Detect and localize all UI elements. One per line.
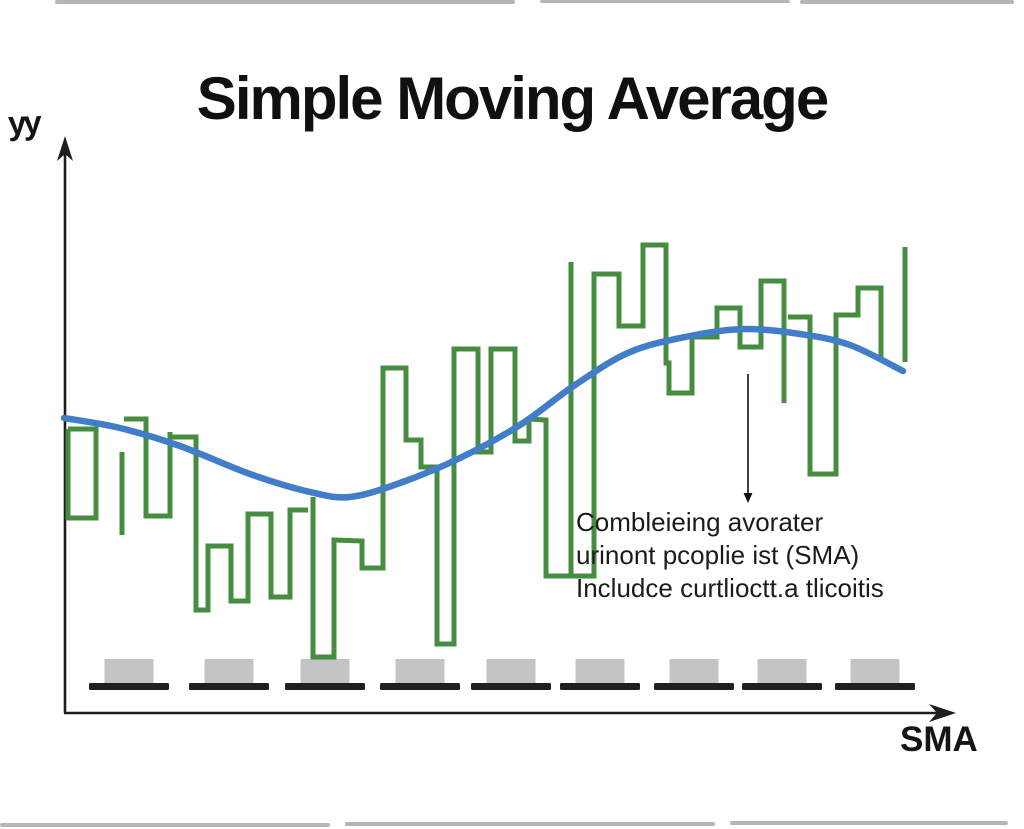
price-step-line xyxy=(788,285,884,477)
x-tick-bar xyxy=(471,683,551,690)
y-axis-arrowhead-icon xyxy=(57,136,73,161)
x-tick-box xyxy=(575,659,625,683)
edge-artifact-top xyxy=(55,0,515,4)
x-tick-box xyxy=(104,659,154,683)
annotation-line-3: Includce curtlioctt.a tlicoitis xyxy=(576,573,884,603)
price-step-line xyxy=(310,242,787,660)
x-tick-bar xyxy=(560,683,640,690)
edge-artifact-bottom xyxy=(0,823,330,827)
x-tick-box xyxy=(300,659,350,683)
x-tick-bar xyxy=(654,683,734,690)
x-tick-box xyxy=(204,659,254,683)
price-step-line xyxy=(65,426,99,521)
x-tick-box xyxy=(850,659,900,683)
x-tick-bar xyxy=(380,683,460,690)
x-tick-bar xyxy=(835,683,915,690)
edge-artifact-bottom xyxy=(730,821,1008,825)
x-tick-bar xyxy=(285,683,365,690)
sma-annotation-text: Combleieing avorater urinont pcoplie ist… xyxy=(576,506,906,605)
x-axis-arrowhead-icon xyxy=(929,704,956,722)
x-tick-box xyxy=(395,659,445,683)
chart-title: Simple Moving Average xyxy=(196,65,829,132)
price-step-line xyxy=(124,416,173,519)
callout-arrow-head-icon xyxy=(743,493,753,503)
annotation-line-2: urinont pcoplie ist (SMA) xyxy=(576,540,860,570)
price-step-line xyxy=(171,434,308,613)
y-axis-label: yy xyxy=(7,103,40,142)
x-tick-bar xyxy=(89,683,169,690)
x-tick-bar xyxy=(189,683,269,690)
sma-curve xyxy=(60,325,907,501)
edge-artifact-bottom xyxy=(345,822,715,826)
annotation-line-1: Combleieing avorater xyxy=(576,507,824,537)
x-tick-box xyxy=(669,659,719,683)
x-tick-bar xyxy=(742,683,822,690)
edge-artifact-top xyxy=(540,0,790,3)
x-axis-label: SMA xyxy=(900,720,978,759)
x-tick-box xyxy=(486,659,536,683)
edge-artifact-top xyxy=(800,0,1014,4)
x-tick-box xyxy=(757,659,807,683)
